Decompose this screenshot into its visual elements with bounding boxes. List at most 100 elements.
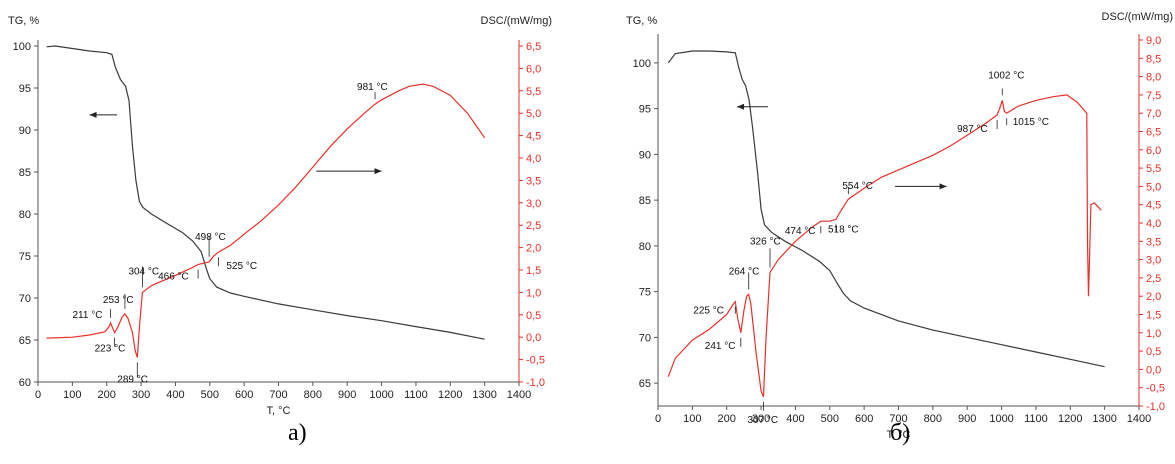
- right-tick-label: 7,0: [1146, 108, 1161, 120]
- left-tick-label: 65: [19, 335, 31, 347]
- x-tick-label: 700: [269, 389, 287, 401]
- x-tick-label: 1300: [1092, 413, 1116, 425]
- left-tick-label: 65: [639, 378, 651, 390]
- left-axis-title: TG, %: [626, 15, 657, 27]
- chart-caption: б): [890, 420, 911, 446]
- x-tick-label: 100: [63, 389, 81, 401]
- right-tick-label: 8,5: [1146, 53, 1161, 65]
- x-tick-label: 0: [655, 413, 661, 425]
- x-tick-label: 500: [821, 413, 839, 425]
- right-axis-title: DSC/(mW/mg): [1102, 11, 1174, 23]
- right-tick-label: -0,5: [1146, 383, 1165, 395]
- x-tick-label: 300: [132, 389, 150, 401]
- right-tick-label: 5,0: [526, 108, 541, 120]
- x-tick-label: 0: [35, 389, 41, 401]
- x-tick-label: 800: [304, 389, 322, 401]
- peak-temperature-label: 1015 °C: [1013, 117, 1049, 128]
- right-tick-label: 2,5: [1146, 273, 1161, 285]
- x-tick-label: 900: [338, 389, 356, 401]
- x-tick-label: 1400: [507, 389, 531, 401]
- x-tick-label: 1100: [1024, 413, 1048, 425]
- peak-temperature-label: 474 °C: [785, 226, 816, 237]
- left-tick-label: 85: [639, 195, 651, 207]
- x-tick-label: 200: [98, 389, 116, 401]
- right-tick-label: 0,5: [526, 310, 541, 322]
- peak-temperature-label: 307 °C: [747, 415, 778, 426]
- arrow-head: [737, 103, 745, 110]
- peak-temperature-label: 981 °C: [357, 82, 388, 93]
- left-tick-label: 100: [633, 58, 651, 70]
- left-tick-label: 80: [639, 241, 651, 253]
- x-tick-label: 300: [752, 413, 770, 425]
- right-tick-label: -1,0: [526, 377, 545, 389]
- right-tick-label: 3,5: [1146, 236, 1161, 248]
- right-tick-label: 0,0: [1146, 364, 1161, 376]
- right-tick-label: 2,0: [1146, 291, 1161, 303]
- chart-panel-a: 0 100 200 300 400 500 600 700 800 900 1000 1100 1200…: [0, 0, 587, 464]
- right-tick-label: 3,0: [526, 198, 541, 210]
- right-tick-label: 9,0: [1146, 35, 1161, 47]
- x-tick-label: 1400: [1127, 413, 1151, 425]
- right-tick-label: 6,5: [1146, 127, 1161, 139]
- peak-temperature-label: 987 °C: [957, 124, 988, 135]
- left-tick-label: 100: [13, 41, 31, 53]
- peak-temperature-label: 253 °C: [103, 295, 134, 306]
- right-tick-label: 6,5: [526, 41, 541, 53]
- tg-curve: [46, 45, 485, 340]
- x-tick-label: 600: [235, 389, 253, 401]
- arrow-head: [89, 111, 97, 118]
- right-tick-label: 6,0: [526, 63, 541, 75]
- arrow-head: [939, 183, 947, 190]
- x-tick-label: 1100: [404, 389, 428, 401]
- right-tick-label: 1,0: [1146, 328, 1161, 340]
- right-tick-label: 5,5: [1146, 163, 1161, 175]
- x-tick-label: 900: [958, 413, 976, 425]
- x-tick-label: 1000: [369, 389, 393, 401]
- tg-curve: [667, 50, 1105, 368]
- x-tick-label: 500: [201, 389, 219, 401]
- peak-temperature-label: 518 °C: [828, 224, 859, 235]
- peak-temperature-label: 241 °C: [705, 341, 736, 352]
- tg-dsc-chart-a: 0 100 200 300 400 500 600 700 800 900 1000 1100 1200…: [8, 15, 552, 417]
- peak-temperature-label: 304 °C: [128, 266, 159, 277]
- left-tick-label: 95: [639, 104, 651, 116]
- right-tick-label: 4,0: [526, 153, 541, 165]
- right-tick-label: 1,5: [526, 265, 541, 277]
- chart-caption: а): [288, 420, 307, 446]
- peak-temperature-label: 223 °C: [95, 344, 126, 355]
- right-tick-label: 0,0: [526, 332, 541, 344]
- arrow-head: [374, 168, 382, 175]
- left-axis-title: TG, %: [8, 15, 39, 27]
- left-tick-label: 90: [639, 149, 651, 161]
- x-tick-label: 700: [889, 413, 907, 425]
- right-tick-label: 5,0: [1146, 181, 1161, 193]
- left-tick-label: 60: [19, 377, 31, 389]
- right-tick-label: 4,5: [526, 131, 541, 143]
- peak-temperature-label: 1002 °C: [988, 70, 1024, 81]
- peak-temperature-label: 466 °C: [158, 272, 189, 283]
- left-tick-label: 75: [639, 287, 651, 299]
- x-tick-label: 200: [718, 413, 736, 425]
- right-tick-label: 2,0: [526, 243, 541, 255]
- x-axis-title: T, °C: [267, 405, 291, 417]
- x-tick-label: 1200: [438, 389, 462, 401]
- left-tick-label: 95: [19, 83, 31, 95]
- dsc-curve: [667, 94, 1102, 398]
- x-tick-label: 1300: [472, 389, 496, 401]
- right-tick-label: 8,0: [1146, 72, 1161, 84]
- right-tick-label: 1,5: [1146, 310, 1161, 322]
- right-tick-label: 3,0: [1146, 255, 1161, 267]
- left-tick-label: 90: [19, 125, 31, 137]
- right-tick-label: 1,0: [526, 287, 541, 299]
- dsc-curve: [46, 83, 486, 358]
- right-tick-label: 7,5: [1146, 90, 1161, 102]
- x-tick-label: 400: [786, 413, 804, 425]
- x-tick-label: 400: [166, 389, 184, 401]
- x-tick-label: 100: [683, 413, 701, 425]
- left-tick-label: 85: [19, 167, 31, 179]
- left-tick-label: 70: [639, 332, 651, 344]
- x-tick-label: 800: [924, 413, 942, 425]
- x-tick-label: 1200: [1058, 413, 1082, 425]
- right-tick-label: -0,5: [526, 355, 545, 367]
- peak-temperature-label: 554 °C: [842, 181, 873, 192]
